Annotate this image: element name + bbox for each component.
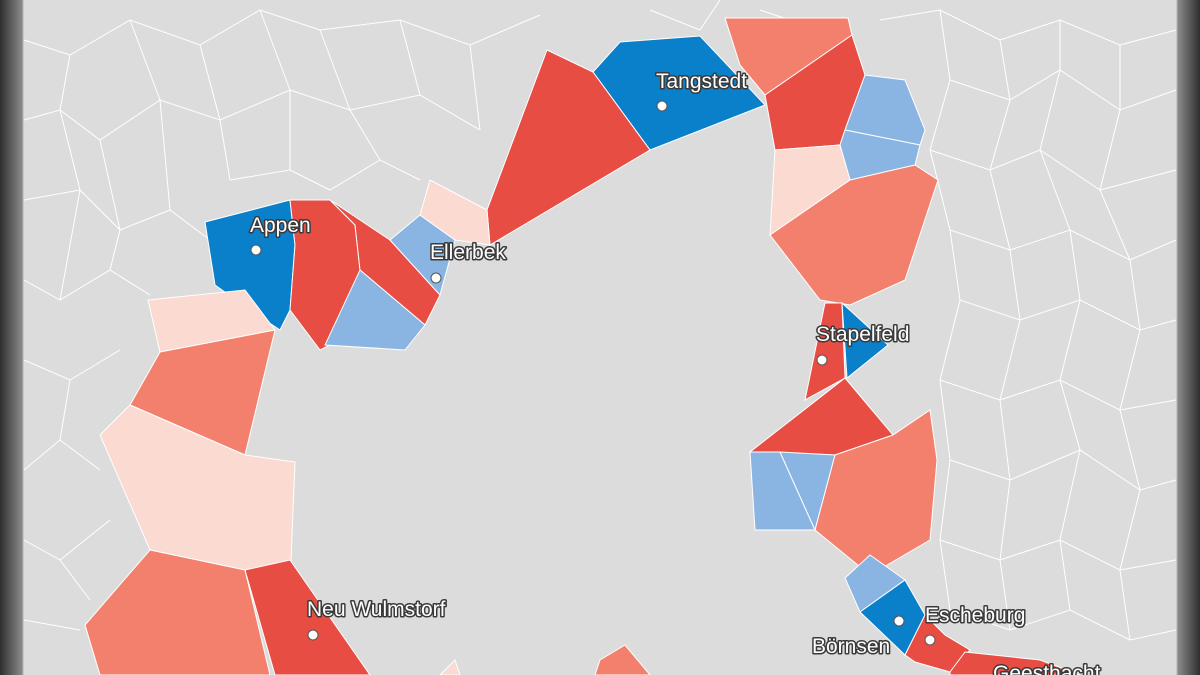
- region-escheburg[interactable]: [904, 614, 971, 673]
- label-geesthacht: Geesthacht: [993, 662, 1101, 675]
- colored-regions: [84, 17, 1081, 675]
- region-pale-ellerbek[interactable]: [419, 179, 491, 246]
- place-markers: [250, 100, 936, 646]
- label-ellerbek: Ellerbek: [430, 241, 506, 264]
- region-tangstedt[interactable]: [592, 35, 766, 151]
- marker-escheburg[interactable]: [924, 634, 936, 646]
- label-escheburg: Escheburg: [925, 604, 1025, 627]
- region-neu-wulmstorf[interactable]: [244, 559, 371, 675]
- place-labels: Tangstedt Appen Ellerbek Stapelfeld Neu …: [249, 69, 1103, 675]
- background-borders: [23, 0, 1177, 641]
- label-appen: Appen: [250, 214, 311, 237]
- label-tangstedt: Tangstedt: [656, 70, 747, 93]
- label-stapelfeld: Stapelfeld: [816, 323, 909, 346]
- region-salmon-east[interactable]: [814, 409, 938, 576]
- region-salmon-south[interactable]: [594, 644, 651, 675]
- region-pale-south[interactable]: [439, 659, 461, 675]
- marker-stapelfeld[interactable]: [816, 354, 828, 366]
- marker-ellerbek[interactable]: [430, 272, 442, 284]
- region-lightblue-ellerbek-south[interactable]: [324, 269, 426, 351]
- marker-tangstedt[interactable]: [656, 100, 668, 112]
- marker-neu-wulmstorf[interactable]: [307, 629, 319, 641]
- marker-bornsen[interactable]: [893, 615, 905, 627]
- label-neu-wulmstorf: Neu Wulmstorf: [307, 598, 446, 621]
- region-stapelfeld[interactable]: [841, 301, 889, 379]
- region-salmon-e[interactable]: [769, 164, 939, 306]
- label-bornsen: Börnsen: [812, 635, 890, 658]
- marker-appen[interactable]: [250, 244, 262, 256]
- region-lightblue-ne1[interactable]: [844, 74, 926, 146]
- region-red-north[interactable]: [486, 49, 651, 246]
- region-salmon-southwest[interactable]: [84, 549, 271, 675]
